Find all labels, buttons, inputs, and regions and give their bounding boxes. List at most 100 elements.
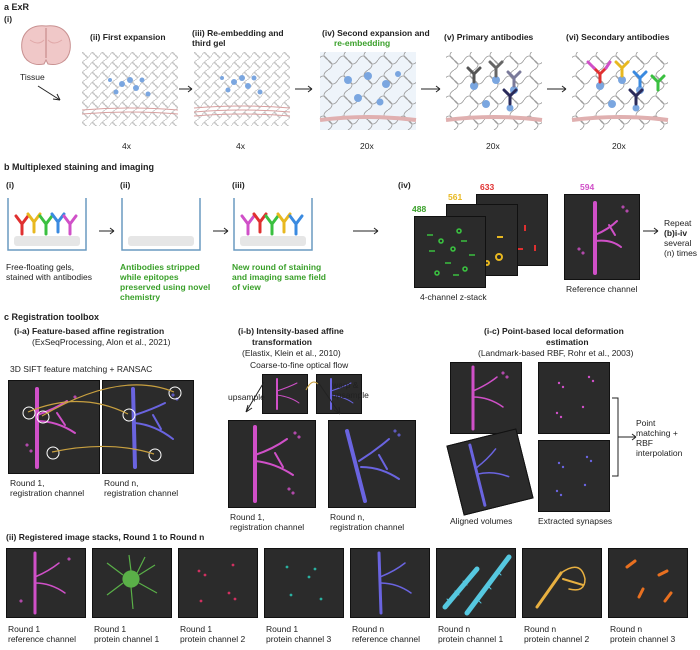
reference-channel-label: Reference channel (566, 284, 638, 294)
ic-title: (i-c) Point-based local deformation (484, 326, 624, 336)
repeat-l3: several (664, 238, 692, 248)
ic-synapses-roundn (538, 440, 610, 512)
ii-header: (ii) Registered image stacks, Round 1 to… (6, 532, 205, 542)
stack-r1-p1-l1: Round 1 (94, 624, 127, 634)
ib-round1-l1: Round 1, (230, 512, 265, 522)
ch-633-label: 633 (480, 182, 495, 192)
ib-roundn-l1: Round n, (330, 512, 365, 522)
b-iii-roman: (iii) (232, 180, 245, 190)
step-iii-title2: third gel (192, 38, 226, 48)
ib-subtitle: (Elastix, Klein et al., 2010) (242, 348, 341, 358)
ia-round1-l1: Round 1, (10, 478, 45, 488)
gel-first-expansion (81, 52, 179, 126)
stack-r1-p2-l1: Round 1 (180, 624, 213, 634)
stack-r1-ref (6, 548, 86, 618)
ch-561-label: 561 (448, 192, 463, 202)
b-ii-roman: (ii) (120, 180, 131, 190)
reference-channel-panel (564, 194, 640, 280)
section-a-header: a ExR (4, 2, 30, 12)
b-iv-roman: (iv) (398, 180, 411, 190)
ic-volume-round1 (450, 362, 522, 434)
ia-round1-l2: registration channel (10, 488, 85, 498)
stack-rn-p3-l1: Round n (610, 624, 643, 634)
tissue-label: Tissue (20, 72, 45, 82)
b-i-caption2: stained with antibodies (6, 272, 93, 282)
b-ii-caption2: while epitopes (120, 272, 179, 282)
b-ii-caption3: preserved using novel (120, 282, 211, 292)
ic-pm3: RBF (636, 438, 653, 448)
ib-roundn-panel (328, 420, 416, 508)
b-ii-caption1: Antibodies stripped (120, 262, 200, 272)
b-iii-caption3: of view (232, 282, 261, 292)
b-iii-caption2: and imaging same field (232, 272, 326, 282)
ic-extracted-label: Extracted synapses (538, 516, 613, 526)
stack-rn-p3-l2: protein channel 3 (610, 634, 676, 644)
ib-round1-l2: registration channel (230, 522, 305, 532)
arrow-a2 (295, 85, 313, 93)
stack-r1-ref-l1: Round 1 (8, 624, 41, 634)
stack-rn-ref (350, 548, 430, 618)
stack-r1-p3 (264, 548, 344, 618)
ib-round1-panel (228, 420, 316, 508)
ib-warp2: upsample (332, 390, 369, 400)
repeat-l2: (b)i-iv (664, 228, 688, 238)
ic-pm1: Point (636, 418, 656, 428)
brain-icon (21, 25, 71, 65)
well-restained (233, 198, 313, 251)
ia-method: 3D SIFT feature matching + RANSAC (10, 364, 153, 374)
ic-aligned-label: Aligned volumes (450, 516, 513, 526)
ic-pm2: matching + (636, 428, 678, 438)
arrow-a3 (421, 85, 441, 93)
stack-r1-ref-l2: reference channel (8, 634, 77, 644)
ib-title2: transformation (252, 337, 312, 347)
scale-4x-2: 4x (236, 141, 245, 151)
ia-roundn-l1: Round n, (104, 478, 139, 488)
section-c-header: c Registration toolbox (4, 312, 100, 322)
scale-20x-1: 20x (360, 141, 374, 151)
arrow-b2 (213, 227, 229, 235)
stack-rn-p2 (522, 548, 602, 618)
stack-r1-p1 (92, 548, 172, 618)
ch-594-label: 594 (580, 182, 595, 192)
arrow-b4 (643, 227, 659, 235)
stack-rn-p3 (608, 548, 688, 618)
section-b-header: b Multiplexed staining and imaging (4, 162, 155, 172)
stack-rn-p2-l1: Round n (524, 624, 557, 634)
step-iv-title2: re-embedding (334, 38, 391, 48)
ib-title: (i-b) Intensity-based affine (238, 326, 344, 336)
step-iii-title: (iii) Re-embedding and (192, 28, 284, 38)
stack-rn-ref-l2: reference channel (352, 634, 421, 644)
ib-method: Coarse-to-fine optical flow (250, 360, 349, 370)
stack-rn-p1 (436, 548, 516, 618)
gel-reembedding (193, 52, 291, 126)
ic-pm4: interpolation (636, 448, 683, 458)
ia-roundn-l2: registration channel (104, 488, 179, 498)
ia-roundn-panel (102, 380, 194, 474)
b-i-caption1: Free-floating gels, (6, 262, 75, 272)
gel-second-expansion (319, 52, 417, 130)
repeat-l1: Repeat (664, 218, 692, 228)
ib-warp1: warp & (332, 380, 359, 390)
stack-rn-p1-l2: protein channel 1 (438, 634, 504, 644)
ic-title2: estimation (546, 337, 589, 347)
well-stained (7, 198, 87, 251)
stack-r1-p1-l2: protein channel 1 (94, 634, 160, 644)
ch-488-label: 488 (412, 204, 427, 214)
section-a-roman: (i) (4, 14, 13, 24)
b-i-roman: (i) (6, 180, 15, 190)
scale-4x-1: 4x (122, 141, 131, 151)
arrow-a1 (179, 85, 193, 93)
arrow-a4 (547, 85, 567, 93)
well-stripped (121, 198, 201, 251)
step-v-title: (v) Primary antibodies (444, 32, 534, 42)
step-iv-title: (iv) Second expansion and (322, 28, 430, 38)
zstack-label: 4-channel z-stack (420, 292, 487, 302)
stack-r1-p2 (178, 548, 258, 618)
arrow-tissue (37, 85, 61, 101)
ic-synapses-round1 (538, 362, 610, 434)
ic-subtitle: (Landmark-based RBF, Rohr et al., 2003) (478, 348, 634, 358)
stack-rn-p1-l1: Round n (438, 624, 471, 634)
b-ii-caption4: chemistry (120, 292, 161, 302)
